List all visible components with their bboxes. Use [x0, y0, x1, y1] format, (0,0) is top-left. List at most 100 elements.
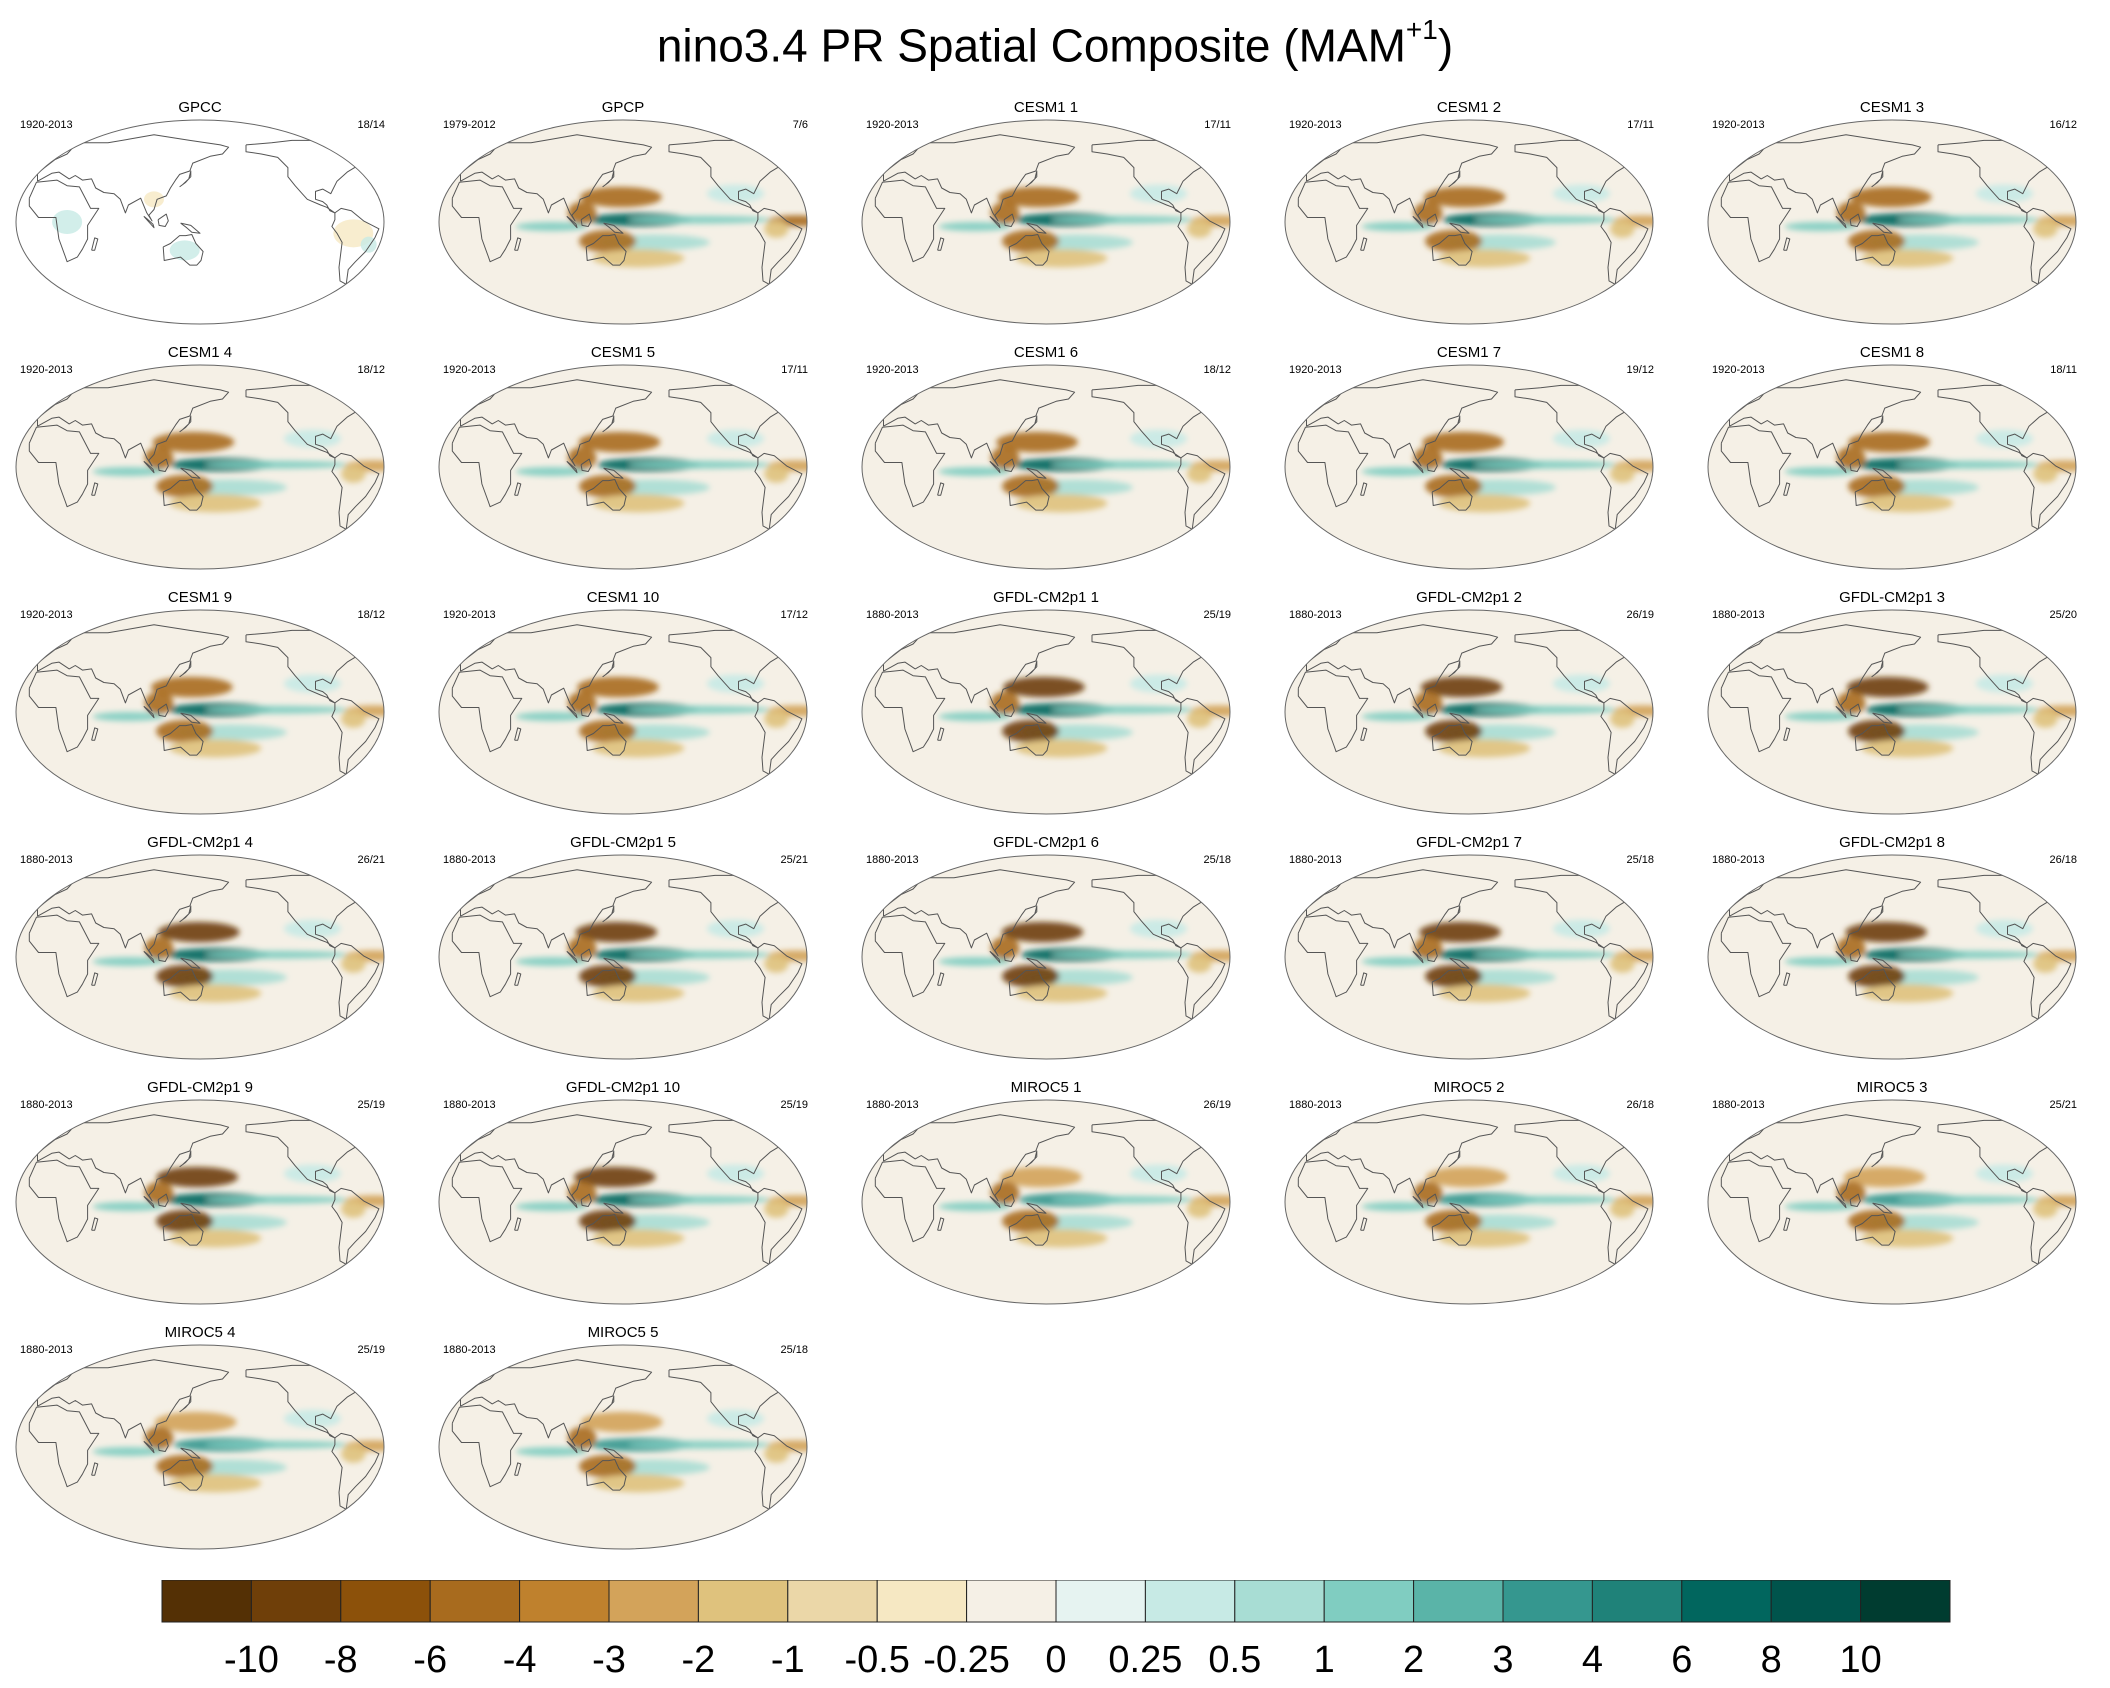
coastline-eurasia: [883, 1114, 1076, 1202]
coastline-australia: [1854, 234, 1896, 266]
colorbar-tick-label: 3: [1492, 1639, 1513, 1680]
dry-anomaly-region: [156, 1209, 214, 1233]
dry-anomaly-region: [1610, 219, 1635, 238]
wet-anomaly-region: [1897, 705, 2041, 714]
coastline-eurasia: [460, 1114, 653, 1202]
coastline-greenland: [1715, 374, 1719, 388]
dry-anomaly-region: [1000, 1166, 1082, 1188]
map-border: [861, 854, 1231, 1060]
colorbar-swatch: [1055, 1580, 1146, 1623]
coastline-madagascar: [91, 482, 99, 496]
coastline-japan: [1871, 170, 1884, 188]
coastline-greenland: [342, 863, 359, 890]
coastline-australia: [1854, 479, 1896, 511]
colorbar-swatch: [1323, 1580, 1415, 1623]
map-panel: GFDL-CM2p1 1 1880-2013 25/19: [856, 590, 1236, 820]
dry-anomaly-region: [1423, 186, 1506, 208]
wet-anomaly-region: [1474, 1195, 1618, 1204]
wet-anomaly-region: [1361, 222, 1434, 232]
coastline-africa: [451, 1404, 523, 1488]
colorbar-swatch: [1591, 1580, 1683, 1623]
coastline-madagascar: [1360, 482, 1368, 496]
coastline-sumatra: [143, 215, 155, 229]
panel-years: 1880-2013: [443, 854, 496, 866]
map-panel: CESM1 1 1920-2013 17/11: [856, 100, 1236, 330]
dry-anomaly-region: [1610, 464, 1635, 483]
wet-anomaly-region: [205, 460, 349, 469]
coastline-sumatra: [143, 1195, 155, 1209]
panel-title: GPCP: [601, 99, 645, 116]
coastline-japan: [1025, 1150, 1038, 1168]
dry-anomaly-region: [592, 494, 685, 513]
wet-anomaly-region: [628, 460, 772, 469]
coastline-new-guinea: [1449, 712, 1470, 724]
dry-anomaly-region: [1002, 719, 1060, 743]
coastline-greenland: [446, 619, 450, 633]
dry-anomaly-region: [579, 964, 637, 988]
map-panel: MIROC5 5 1880-2013 25/18: [433, 1325, 813, 1555]
map-svg: [1707, 854, 2077, 1060]
panel-title: CESM1 5: [590, 344, 656, 361]
wet-anomaly-region: [1474, 705, 1618, 714]
map-svg: [861, 364, 1231, 570]
map-svg: [438, 854, 808, 1060]
dry-anomaly-region: [144, 191, 164, 208]
coastline-greenland: [765, 1353, 782, 1380]
map-svg: [438, 364, 808, 570]
wet-anomaly-region: [938, 712, 1011, 722]
dry-anomaly-region: [1425, 1209, 1483, 1233]
coastline-greenland: [23, 374, 27, 388]
coastline-africa: [1297, 914, 1369, 998]
panel-event-count: 18/11: [2050, 364, 2077, 376]
dry-anomaly-region: [579, 1209, 637, 1233]
dry-anomaly-region: [1413, 446, 1443, 470]
dry-anomaly-region: [1848, 229, 1906, 253]
coastline-south-america: [331, 207, 380, 285]
coastline-borneo: [157, 458, 169, 472]
coastline-borneo: [580, 1193, 592, 1207]
map-svg: [15, 1344, 385, 1550]
coastline-sumatra: [1412, 215, 1424, 229]
wet-anomaly-region: [628, 950, 772, 959]
coastline-greenland: [1715, 864, 1719, 878]
coastline-eurasia: [1729, 869, 1922, 957]
coastline-eurasia: [37, 869, 230, 957]
wet-anomaly-region: [706, 1409, 765, 1428]
dry-anomaly-region: [1422, 431, 1505, 453]
wet-anomaly-region: [1784, 222, 1857, 232]
coastline-new-guinea: [1449, 222, 1470, 234]
coastline-africa: [1297, 669, 1369, 753]
map-border: [15, 609, 385, 815]
dry-anomaly-region: [1425, 229, 1483, 253]
wet-anomaly-region: [1051, 1195, 1195, 1204]
dry-anomaly-region: [144, 936, 174, 960]
panel-years: 1880-2013: [866, 609, 919, 621]
dry-anomaly-region: [764, 709, 789, 728]
coastline-borneo: [1849, 458, 1861, 472]
wet-anomaly-region: [1552, 429, 1611, 448]
panel-title: GFDL-CM2p1 8: [1839, 834, 1945, 851]
panel-title: MIROC5 3: [1856, 1079, 1928, 1096]
coastline-australia: [585, 1459, 627, 1491]
panel-event-count: 25/18: [1626, 854, 1654, 866]
map-border: [861, 119, 1231, 325]
coastline-australia: [585, 724, 627, 756]
dry-anomaly-region: [1003, 676, 1085, 698]
panel-years: 1920-2013: [866, 119, 919, 131]
colorbar-swatch: [1770, 1580, 1862, 1623]
wet-anomaly-region: [706, 184, 765, 203]
dry-anomaly-region: [592, 739, 685, 758]
dry-anomaly-region: [1438, 984, 1531, 1003]
panel-title: CESM1 3: [1859, 99, 1925, 116]
coastline-madagascar: [937, 1217, 945, 1231]
map-svg: [15, 364, 385, 570]
map-border: [1284, 364, 1654, 570]
coastline-japan: [602, 415, 615, 433]
wet-anomaly-region: [706, 674, 765, 693]
coastline-south-america: [754, 697, 803, 775]
wet-anomaly-region: [1975, 184, 2034, 203]
panel-event-count: 25/19: [1203, 609, 1231, 621]
dry-anomaly-region: [1413, 201, 1443, 225]
dry-anomaly-region: [592, 1229, 685, 1248]
dry-anomaly-region: [567, 1426, 597, 1450]
